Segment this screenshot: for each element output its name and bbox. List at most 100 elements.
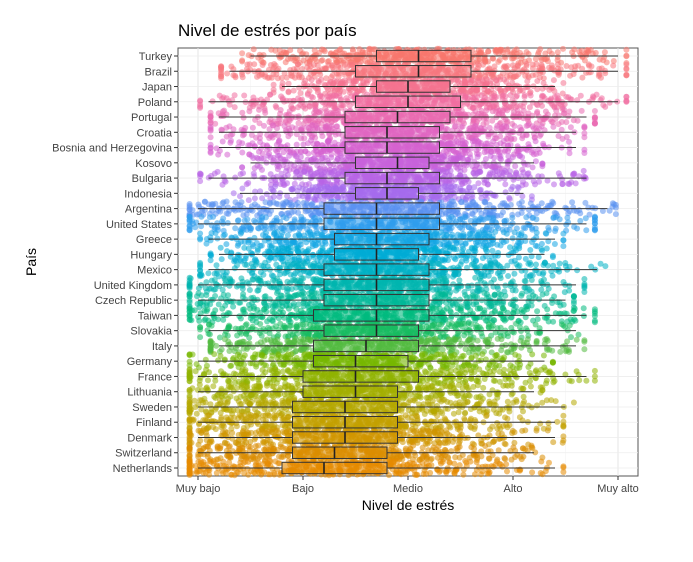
data-point xyxy=(235,144,241,150)
data-point xyxy=(450,144,456,150)
data-point xyxy=(239,50,245,56)
data-point xyxy=(240,128,246,134)
data-point xyxy=(271,194,277,200)
data-point xyxy=(231,190,237,196)
data-point xyxy=(442,220,448,226)
data-point xyxy=(502,54,508,60)
data-point xyxy=(284,146,290,152)
data-point xyxy=(482,199,488,205)
data-point xyxy=(292,153,298,159)
data-point xyxy=(273,201,279,207)
data-point xyxy=(251,61,257,67)
data-point xyxy=(521,100,527,106)
data-point xyxy=(578,93,584,99)
data-point xyxy=(583,215,589,221)
data-point xyxy=(190,221,196,227)
data-point xyxy=(237,202,243,208)
data-point xyxy=(239,57,245,63)
data-point xyxy=(581,150,587,156)
data-point xyxy=(250,155,256,161)
data-point xyxy=(282,123,288,129)
data-point xyxy=(519,69,525,75)
data-point xyxy=(259,217,265,223)
data-point xyxy=(187,207,193,213)
data-point xyxy=(548,85,554,91)
data-point xyxy=(208,134,214,140)
data-point xyxy=(623,53,629,59)
data-point xyxy=(360,48,366,54)
data-point xyxy=(508,92,514,98)
data-point xyxy=(506,195,512,201)
data-point xyxy=(525,122,531,128)
data-point xyxy=(298,214,304,220)
data-point xyxy=(485,48,491,54)
data-point xyxy=(224,71,230,77)
data-point xyxy=(490,170,496,176)
data-point xyxy=(581,168,587,174)
data-point xyxy=(245,180,251,186)
data-point xyxy=(287,108,293,114)
data-point xyxy=(349,83,355,89)
data-point xyxy=(548,98,554,104)
data-point xyxy=(457,216,463,222)
data-point xyxy=(195,202,201,208)
data-point xyxy=(512,123,518,129)
data-point xyxy=(581,130,587,136)
data-point xyxy=(241,93,247,99)
data-point xyxy=(431,188,437,194)
data-point xyxy=(555,54,561,60)
data-point xyxy=(362,58,368,64)
data-point xyxy=(235,218,241,224)
data-point xyxy=(520,115,526,121)
data-point xyxy=(490,138,496,144)
data-point xyxy=(480,62,486,68)
data-point xyxy=(490,108,496,114)
data-point xyxy=(319,133,325,139)
data-point xyxy=(460,87,466,93)
data-point xyxy=(514,93,520,99)
data-point xyxy=(483,141,489,147)
data-point xyxy=(507,168,513,174)
data-point xyxy=(250,125,256,131)
data-point xyxy=(283,199,289,205)
data-point xyxy=(505,161,511,167)
data-point xyxy=(466,184,472,190)
data-point xyxy=(239,186,245,192)
data-point xyxy=(515,184,521,190)
data-point xyxy=(453,138,459,144)
data-point xyxy=(317,211,323,217)
data-point xyxy=(448,134,454,140)
data-point xyxy=(525,170,531,176)
data-point xyxy=(247,224,253,230)
data-point xyxy=(571,47,577,53)
data-point xyxy=(289,210,295,216)
data-point xyxy=(289,186,295,192)
data-point xyxy=(289,124,295,130)
data-point xyxy=(529,215,535,221)
data-point xyxy=(477,187,483,193)
data-point xyxy=(446,215,452,221)
data-point xyxy=(522,94,528,100)
data-point xyxy=(623,72,629,78)
data-point xyxy=(277,48,283,54)
data-point xyxy=(552,228,558,234)
data-point xyxy=(515,62,521,68)
data-point xyxy=(597,57,603,63)
data-point xyxy=(529,225,535,231)
data-point xyxy=(308,94,314,100)
data-point xyxy=(521,225,527,231)
data-point xyxy=(252,165,258,171)
data-point xyxy=(528,93,534,99)
data-point xyxy=(443,144,449,150)
data-point xyxy=(225,220,231,226)
data-point xyxy=(479,108,485,114)
data-point xyxy=(251,46,257,52)
data-point xyxy=(534,78,540,84)
data-point xyxy=(556,121,562,127)
data-point xyxy=(555,70,561,76)
data-point xyxy=(246,108,252,114)
data-point xyxy=(232,104,238,110)
data-point xyxy=(319,57,325,63)
data-point xyxy=(212,171,218,177)
data-point xyxy=(586,70,592,76)
